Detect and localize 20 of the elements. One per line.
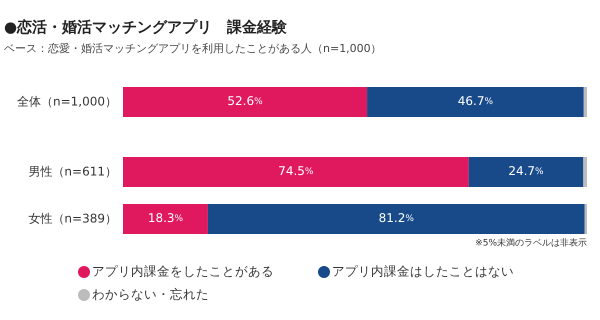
annotation: ※5%未満のラベルは非表示 <box>475 237 587 248</box>
bar <box>584 87 587 117</box>
y-tick-label: 男性（n=611） <box>28 164 117 178</box>
bar <box>123 204 208 234</box>
data-label: 46.7% <box>458 94 494 108</box>
bar <box>208 204 585 234</box>
y-tick-label: 女性（n=389） <box>28 211 117 226</box>
legend-label: わからない・忘れた <box>92 286 209 302</box>
data-label: 52.6% <box>227 94 264 108</box>
data-label: 18.3% <box>148 211 184 226</box>
legend-label: アプリ内課金をしたことがある <box>92 263 274 278</box>
bar <box>367 87 584 117</box>
y-tick-label: 全体（n=1,000） <box>16 94 117 108</box>
chart-subtitle: ベース：恋愛・婚活マッチングアプリを利用したことがある人（n=1,000） <box>4 42 382 56</box>
chart-title: ●恋活・婚活マッチングアプリ 課金経験 <box>4 18 288 36</box>
bar <box>123 87 368 117</box>
data-label: 24.7% <box>508 164 544 178</box>
data-label: 74.5% <box>278 164 314 178</box>
legend-label: アプリ内課金はしたことはない <box>332 263 514 278</box>
data-label: 81.2% <box>378 211 414 226</box>
